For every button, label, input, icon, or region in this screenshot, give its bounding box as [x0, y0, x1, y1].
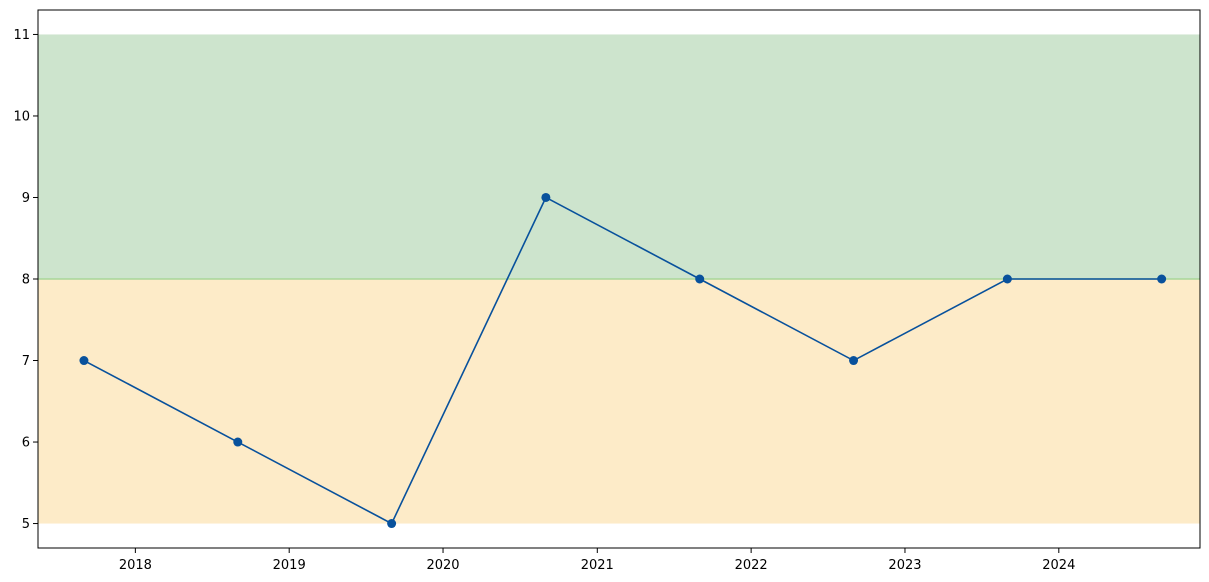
x-tick-label: 2020 — [426, 558, 459, 573]
data-point — [1157, 274, 1167, 284]
y-axis: 5 6 7 8 9 10 11 — [13, 28, 38, 532]
background-bands — [38, 34, 1200, 524]
data-point — [849, 356, 859, 366]
x-tick-label: 2023 — [888, 558, 921, 573]
y-tick-label: 7 — [22, 354, 30, 369]
data-point — [541, 192, 551, 202]
y-tick-label: 5 — [22, 517, 30, 532]
data-point — [387, 519, 397, 529]
band-1 — [38, 34, 1200, 279]
x-tick-label: 2018 — [119, 558, 152, 573]
points-group — [79, 192, 1167, 529]
x-tick-label: 2019 — [273, 558, 306, 573]
data-point — [233, 437, 243, 447]
y-tick-label: 9 — [22, 191, 30, 206]
x-tick-label: 2024 — [1042, 558, 1075, 573]
y-tick-label: 6 — [22, 436, 30, 451]
data-point — [79, 356, 89, 366]
series-line-0 — [83, 196, 1162, 525]
x-tick-label: 2022 — [735, 558, 768, 573]
y-tick-label: 8 — [22, 273, 30, 288]
y-tick-label: 11 — [13, 28, 30, 43]
data-point — [1002, 274, 1012, 284]
x-axis: 2018 2019 2020 2021 2022 2023 2024 — [119, 548, 1075, 573]
band-0 — [38, 279, 1200, 524]
y-tick-label: 10 — [13, 109, 30, 124]
data-point — [695, 274, 705, 284]
series-group — [83, 196, 1162, 525]
x-tick-label: 2021 — [581, 558, 614, 573]
